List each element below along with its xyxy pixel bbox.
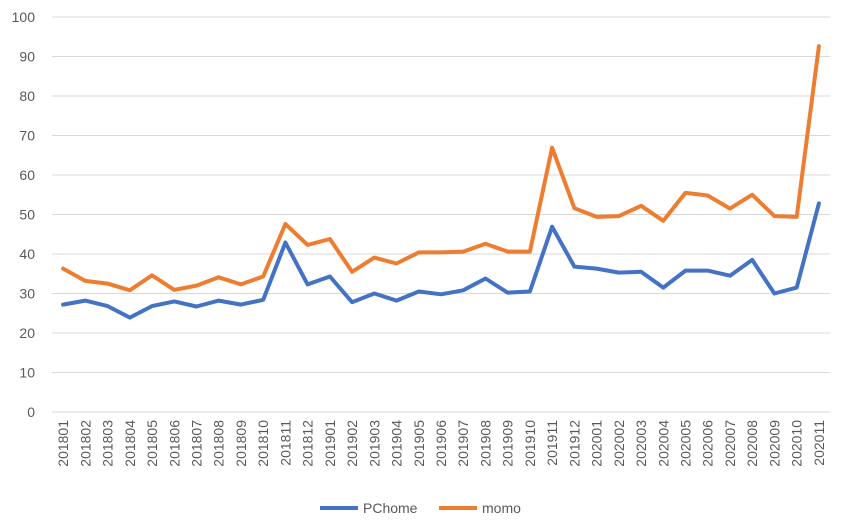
x-tick-label: 201809: [233, 420, 249, 467]
y-tick-label: 0: [27, 404, 35, 420]
x-tick-label: 201803: [100, 420, 116, 467]
x-tick-label: 201906: [433, 420, 449, 467]
x-tick-label: 202002: [611, 420, 627, 467]
y-tick-label: 30: [19, 286, 35, 302]
x-tick-label: 201908: [477, 420, 493, 467]
y-tick-label: 80: [19, 88, 35, 104]
x-tick-label: 201811: [277, 420, 293, 466]
x-tick-label: 201903: [366, 420, 382, 467]
series-line-momo: [61, 44, 821, 293]
series-line-pchome: [61, 201, 821, 320]
legend-label-pchome: PChome: [363, 500, 418, 516]
x-tick-label: 201907: [455, 420, 471, 467]
x-tick-label: 201909: [500, 420, 516, 467]
x-tick-label: 202009: [766, 420, 782, 467]
x-tick-label: 201801: [55, 420, 71, 467]
y-axis-tick-labels: 0 10 20 30 40 50 60 70 80 90 100: [12, 9, 36, 420]
x-tick-label: 201911: [544, 420, 560, 466]
x-tick-label: 201912: [566, 420, 582, 467]
x-tick-label: 201901: [322, 420, 338, 467]
y-tick-label: 10: [19, 365, 35, 381]
x-tick-label: 202011: [811, 420, 827, 466]
x-tick-label: 202001: [589, 420, 605, 467]
x-tick-label: 201904: [389, 420, 405, 467]
x-tick-label: 201910: [522, 420, 538, 467]
x-axis-tick-labels: 201801 201802 201803 201804 201805 201806 2018…: [55, 420, 827, 467]
series-lines: [61, 44, 821, 320]
x-tick-label: 201807: [188, 420, 204, 467]
y-tick-label: 20: [19, 325, 35, 341]
x-tick-label: 201812: [300, 420, 316, 467]
x-tick-label: 202006: [700, 420, 716, 467]
x-tick-label: 201805: [144, 420, 160, 467]
x-tick-label: 202010: [789, 420, 805, 467]
x-tick-label: 202004: [655, 420, 671, 467]
y-tick-label: 60: [19, 167, 35, 183]
legend: PChome momo: [320, 500, 521, 516]
legend-label-momo: momo: [482, 500, 521, 516]
y-tick-label: 70: [19, 128, 35, 144]
y-tick-label: 50: [19, 207, 35, 223]
x-tick-label: 201808: [211, 420, 227, 467]
x-tick-label: 202005: [678, 420, 694, 467]
x-tick-label: 201802: [77, 420, 93, 467]
x-tick-label: 201810: [255, 420, 271, 467]
y-tick-label: 90: [19, 49, 35, 65]
y-tick-label: 100: [12, 9, 36, 25]
x-tick-label: 201804: [122, 420, 138, 467]
x-tick-label: 202007: [722, 420, 738, 467]
x-tick-label: 202003: [633, 420, 649, 467]
x-tick-label: 201806: [166, 420, 182, 467]
x-tick-label: 201902: [344, 420, 360, 467]
x-tick-label: 202008: [744, 420, 760, 467]
y-tick-label: 40: [19, 246, 35, 262]
gridlines: [52, 16, 830, 413]
x-tick-label: 201905: [411, 420, 427, 467]
